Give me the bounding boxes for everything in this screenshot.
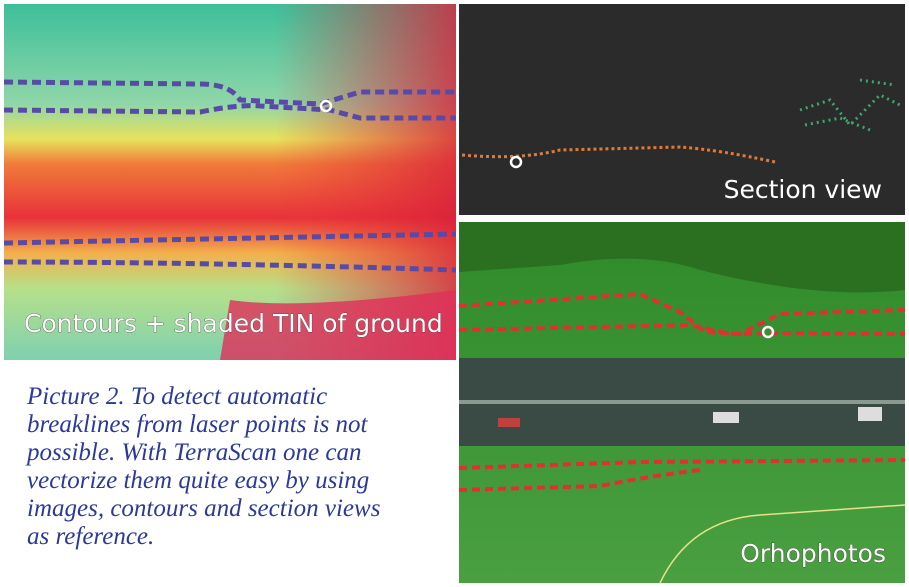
caption-line: possible. With TerraScan one can <box>27 439 447 467</box>
vehicle <box>713 412 739 423</box>
panel-label: Orhophotos <box>740 539 886 568</box>
vehicle <box>858 407 882 421</box>
vehicle <box>498 418 520 427</box>
figure: Contours + shaded TIN of ground Section … <box>0 0 909 587</box>
caption-line: vectorize them quite easy by using <box>27 467 447 495</box>
panel-label: Contours + shaded TIN of ground <box>24 309 443 338</box>
orthophoto-median <box>459 400 905 404</box>
caption-line: Picture 2. To detect automatic <box>27 383 447 411</box>
panel-label: Section view <box>724 175 882 204</box>
caption-line: breaklines from laser points is not <box>27 411 447 439</box>
caption-line: as reference. <box>27 523 447 551</box>
caption-line: images, contours and section views <box>27 495 447 523</box>
